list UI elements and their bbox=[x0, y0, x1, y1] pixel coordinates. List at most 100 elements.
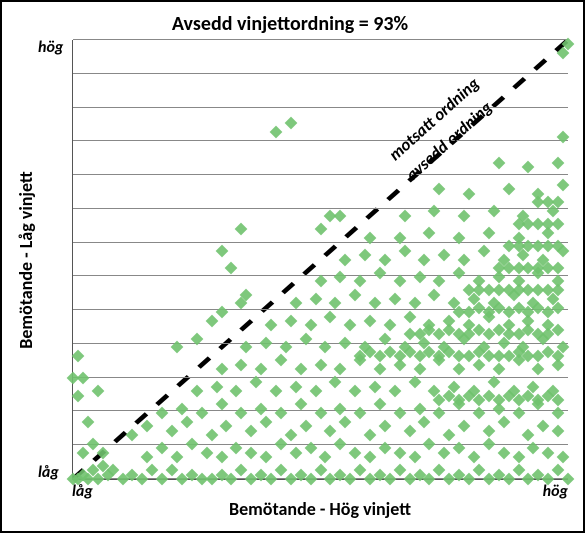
scatter-marker bbox=[428, 205, 441, 218]
scatter-marker bbox=[359, 249, 372, 262]
scatter-marker bbox=[552, 424, 565, 437]
scatter-marker bbox=[482, 227, 495, 240]
scatter-marker bbox=[477, 244, 490, 257]
scatter-marker bbox=[354, 275, 367, 288]
scatter-marker bbox=[171, 451, 184, 464]
scatter-marker bbox=[344, 319, 357, 332]
gridline bbox=[73, 242, 568, 243]
scatter-marker bbox=[215, 398, 228, 411]
scatter-marker bbox=[388, 293, 401, 306]
scatter-marker bbox=[532, 363, 545, 376]
scatter-marker bbox=[388, 385, 401, 398]
scatter-marker bbox=[314, 359, 327, 372]
scatter-marker bbox=[294, 398, 307, 411]
scatter-marker bbox=[487, 205, 500, 218]
scatter-marker bbox=[329, 297, 342, 310]
scatter-marker bbox=[225, 262, 238, 275]
scatter-marker bbox=[205, 429, 218, 442]
scatter-marker bbox=[275, 354, 288, 367]
scatter-marker bbox=[334, 363, 347, 376]
scatter-marker bbox=[210, 380, 223, 393]
scatter-marker bbox=[492, 157, 505, 170]
scatter-marker bbox=[299, 420, 312, 433]
scatter-marker bbox=[463, 187, 476, 200]
scatter-marker bbox=[270, 385, 283, 398]
scatter-marker bbox=[289, 446, 302, 459]
scatter-marker bbox=[205, 315, 218, 328]
gridline bbox=[73, 107, 568, 108]
scatter-marker bbox=[364, 315, 377, 328]
scatter-marker bbox=[289, 380, 302, 393]
scatter-marker bbox=[349, 288, 362, 301]
scatter-marker bbox=[77, 446, 90, 459]
scatter-marker bbox=[512, 407, 525, 420]
scatter-marker bbox=[408, 297, 421, 310]
scatter-marker bbox=[275, 407, 288, 420]
scatter-marker bbox=[180, 416, 193, 429]
scatter-marker bbox=[220, 420, 233, 433]
scatter-marker bbox=[190, 385, 203, 398]
scatter-marker bbox=[255, 363, 268, 376]
scatter-marker bbox=[418, 416, 431, 429]
diagonal-annotation: motsatt ordning bbox=[385, 73, 484, 165]
scatter-marker bbox=[413, 363, 426, 376]
x-axis: låg Bemötande - Hög vinjett hög bbox=[72, 480, 568, 520]
scatter-marker bbox=[433, 183, 446, 196]
scatter-marker bbox=[260, 416, 273, 429]
scatter-marker bbox=[67, 372, 80, 385]
scatter-marker bbox=[378, 420, 391, 433]
scatter-marker bbox=[433, 275, 446, 288]
scatter-marker bbox=[275, 438, 288, 451]
scatter-marker bbox=[537, 420, 550, 433]
scatter-marker bbox=[349, 446, 362, 459]
scatter-marker bbox=[512, 464, 525, 477]
scatter-marker bbox=[215, 451, 228, 464]
scatter-marker bbox=[309, 385, 322, 398]
scatter-marker bbox=[166, 424, 179, 437]
scatter-marker bbox=[374, 363, 387, 376]
scatter-marker bbox=[354, 464, 367, 477]
scatter-marker bbox=[552, 464, 565, 477]
scatter-marker bbox=[522, 429, 535, 442]
gridline bbox=[73, 73, 568, 74]
scatter-marker bbox=[275, 464, 288, 477]
gridline bbox=[73, 39, 568, 40]
scatter-marker bbox=[294, 363, 307, 376]
scatter-plot: motsatt ordningavsedd ordning bbox=[72, 40, 568, 480]
scatter-marker bbox=[245, 424, 258, 437]
scatter-marker bbox=[72, 350, 85, 363]
scatter-marker bbox=[364, 429, 377, 442]
scatter-marker bbox=[383, 319, 396, 332]
scatter-marker bbox=[309, 293, 322, 306]
scatter-marker bbox=[334, 209, 347, 222]
scatter-marker bbox=[270, 126, 283, 139]
scatter-marker bbox=[369, 297, 382, 310]
scatter-marker bbox=[378, 253, 391, 266]
scatter-marker bbox=[473, 359, 486, 372]
scatter-marker bbox=[374, 266, 387, 279]
scatter-marker bbox=[96, 446, 109, 459]
scatter-marker bbox=[235, 359, 248, 372]
scatter-marker bbox=[557, 179, 570, 192]
scatter-marker bbox=[284, 429, 297, 442]
scatter-marker bbox=[265, 319, 278, 332]
scatter-marker bbox=[215, 306, 228, 319]
scatter-marker bbox=[284, 117, 297, 130]
scatter-marker bbox=[482, 438, 495, 451]
scatter-marker bbox=[255, 402, 268, 415]
scatter-marker bbox=[289, 297, 302, 310]
scatter-marker bbox=[487, 376, 500, 389]
scatter-marker bbox=[260, 337, 273, 350]
chart-title: Avsedd vinjettordning = 93% bbox=[12, 12, 568, 36]
scatter-marker bbox=[141, 451, 154, 464]
scatter-marker bbox=[552, 407, 565, 420]
chart-frame: Avsedd vinjettordning = 93% hög Bemötand… bbox=[0, 0, 585, 533]
scatter-marker bbox=[250, 376, 263, 389]
scatter-marker bbox=[314, 275, 327, 288]
scatter-marker bbox=[453, 363, 466, 376]
scatter-marker bbox=[482, 424, 495, 437]
scatter-marker bbox=[423, 227, 436, 240]
scatter-marker bbox=[428, 288, 441, 301]
gridline bbox=[73, 174, 568, 175]
scatter-marker bbox=[72, 389, 85, 402]
